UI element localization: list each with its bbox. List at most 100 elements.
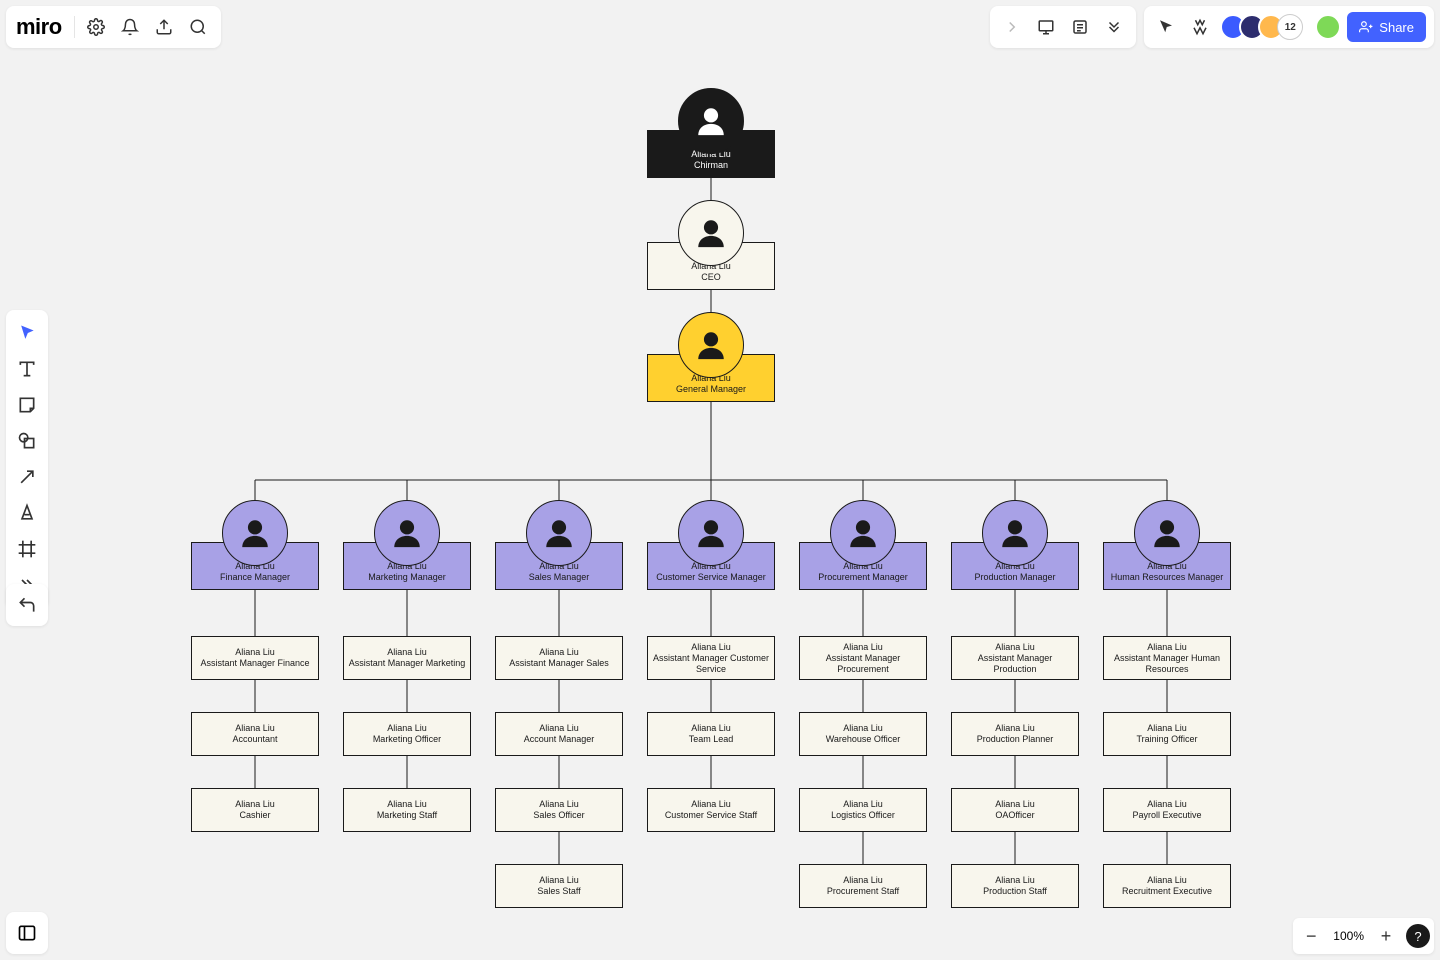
- org-leaf[interactable]: Aliana LiuCustomer Service Staff: [647, 788, 775, 832]
- org-leaf[interactable]: Aliana LiuTraining Officer: [1103, 712, 1231, 756]
- leaf-title: Sales Staff: [533, 886, 584, 897]
- node-title: Production Manager: [974, 572, 1055, 583]
- org-node[interactable]: Aliana LiuCEO: [647, 200, 775, 290]
- org-leaf[interactable]: Aliana LiuOAOfficer: [951, 788, 1079, 832]
- org-leaf[interactable]: Aliana LiuPayroll Executive: [1103, 788, 1231, 832]
- org-leaf[interactable]: Aliana LiuMarketing Staff: [343, 788, 471, 832]
- org-leaf[interactable]: Aliana LiuProduction Planner: [951, 712, 1079, 756]
- org-leaf[interactable]: Aliana LiuSales Staff: [495, 864, 623, 908]
- org-leaf[interactable]: Aliana LiuAssistant Manager Marketing: [343, 636, 471, 680]
- node-title: Sales Manager: [529, 572, 590, 583]
- org-node[interactable]: Aliana LiuSales Manager: [495, 500, 623, 590]
- leaf-name: Aliana Liu: [387, 647, 427, 658]
- node-title: Finance Manager: [220, 572, 290, 583]
- org-leaf[interactable]: Aliana LiuAssistant Manager Sales: [495, 636, 623, 680]
- person-icon: [678, 500, 744, 566]
- leaf-title: Marketing Officer: [369, 734, 445, 745]
- leaf-title: Assistant Manager Production: [952, 653, 1078, 675]
- node-title: Customer Service Manager: [656, 572, 766, 583]
- org-node[interactable]: Aliana LiuChirman: [647, 88, 775, 178]
- leaf-name: Aliana Liu: [387, 799, 427, 810]
- person-icon: [830, 500, 896, 566]
- person-icon: [678, 200, 744, 266]
- person-icon: [678, 312, 744, 378]
- leaf-title: Assistant Manager Customer Service: [648, 653, 774, 675]
- leaf-name: Aliana Liu: [691, 799, 731, 810]
- leaf-name: Aliana Liu: [843, 875, 883, 886]
- leaf-name: Aliana Liu: [1147, 723, 1187, 734]
- leaf-title: Production Staff: [979, 886, 1051, 897]
- leaf-title: Team Lead: [685, 734, 738, 745]
- org-leaf[interactable]: Aliana LiuAssistant Manager Finance: [191, 636, 319, 680]
- org-leaf[interactable]: Aliana LiuSales Officer: [495, 788, 623, 832]
- person-icon: [222, 500, 288, 566]
- org-node[interactable]: Aliana LiuHuman Resources Manager: [1103, 500, 1231, 590]
- canvas[interactable]: Aliana LiuChirmanAliana LiuCEOAliana Liu…: [0, 0, 1440, 960]
- person-icon: [1134, 500, 1200, 566]
- org-node[interactable]: Aliana LiuProcurement Manager: [799, 500, 927, 590]
- node-title: Chirman: [694, 160, 728, 171]
- node-title: Procurement Manager: [818, 572, 908, 583]
- leaf-title: OAOfficer: [991, 810, 1038, 821]
- org-leaf[interactable]: Aliana LiuAssistant Manager Human Resour…: [1103, 636, 1231, 680]
- leaf-title: Procurement Staff: [823, 886, 903, 897]
- leaf-name: Aliana Liu: [995, 723, 1035, 734]
- org-leaf[interactable]: Aliana LiuProcurement Staff: [799, 864, 927, 908]
- org-leaf[interactable]: Aliana LiuRecruitment Executive: [1103, 864, 1231, 908]
- leaf-title: Payroll Executive: [1128, 810, 1205, 821]
- org-node[interactable]: Aliana LiuCustomer Service Manager: [647, 500, 775, 590]
- org-leaf[interactable]: Aliana LiuAccount Manager: [495, 712, 623, 756]
- node-title: General Manager: [676, 384, 746, 395]
- leaf-name: Aliana Liu: [539, 723, 579, 734]
- leaf-name: Aliana Liu: [843, 642, 883, 653]
- leaf-title: Assistant Manager Human Resources: [1104, 653, 1230, 675]
- leaf-title: Warehouse Officer: [822, 734, 905, 745]
- org-leaf[interactable]: Aliana LiuCashier: [191, 788, 319, 832]
- leaf-name: Aliana Liu: [387, 723, 427, 734]
- leaf-name: Aliana Liu: [539, 647, 579, 658]
- person-icon: [982, 500, 1048, 566]
- org-leaf[interactable]: Aliana LiuAssistant Manager Customer Ser…: [647, 636, 775, 680]
- leaf-title: Accountant: [228, 734, 281, 745]
- leaf-name: Aliana Liu: [235, 647, 275, 658]
- leaf-title: Assistant Manager Marketing: [345, 658, 470, 669]
- leaf-name: Aliana Liu: [691, 723, 731, 734]
- leaf-name: Aliana Liu: [1147, 875, 1187, 886]
- leaf-name: Aliana Liu: [995, 875, 1035, 886]
- org-leaf[interactable]: Aliana LiuLogistics Officer: [799, 788, 927, 832]
- leaf-title: Cashier: [235, 810, 274, 821]
- org-leaf[interactable]: Aliana LiuAssistant Manager Procurement: [799, 636, 927, 680]
- leaf-title: Customer Service Staff: [661, 810, 761, 821]
- leaf-name: Aliana Liu: [539, 875, 579, 886]
- leaf-title: Sales Officer: [529, 810, 588, 821]
- leaf-title: Assistant Manager Procurement: [800, 653, 926, 675]
- leaf-name: Aliana Liu: [235, 723, 275, 734]
- leaf-name: Aliana Liu: [235, 799, 275, 810]
- leaf-title: Production Planner: [973, 734, 1058, 745]
- leaf-title: Assistant Manager Finance: [196, 658, 313, 669]
- leaf-title: Account Manager: [520, 734, 599, 745]
- org-leaf[interactable]: Aliana LiuWarehouse Officer: [799, 712, 927, 756]
- org-node[interactable]: Aliana LiuGeneral Manager: [647, 312, 775, 402]
- org-leaf[interactable]: Aliana LiuAssistant Manager Production: [951, 636, 1079, 680]
- leaf-title: Marketing Staff: [373, 810, 441, 821]
- person-icon: [374, 500, 440, 566]
- leaf-title: Logistics Officer: [827, 810, 899, 821]
- leaf-title: Training Officer: [1132, 734, 1201, 745]
- org-leaf[interactable]: Aliana LiuTeam Lead: [647, 712, 775, 756]
- org-leaf[interactable]: Aliana LiuAccountant: [191, 712, 319, 756]
- leaf-title: Recruitment Executive: [1118, 886, 1216, 897]
- node-title: Marketing Manager: [368, 572, 446, 583]
- leaf-name: Aliana Liu: [1147, 642, 1187, 653]
- org-leaf[interactable]: Aliana LiuProduction Staff: [951, 864, 1079, 908]
- leaf-name: Aliana Liu: [539, 799, 579, 810]
- org-node[interactable]: Aliana LiuFinance Manager: [191, 500, 319, 590]
- node-title: Human Resources Manager: [1111, 572, 1224, 583]
- leaf-name: Aliana Liu: [843, 799, 883, 810]
- org-leaf[interactable]: Aliana LiuMarketing Officer: [343, 712, 471, 756]
- leaf-title: Assistant Manager Sales: [505, 658, 613, 669]
- org-node[interactable]: Aliana LiuProduction Manager: [951, 500, 1079, 590]
- org-node[interactable]: Aliana LiuMarketing Manager: [343, 500, 471, 590]
- node-title: CEO: [701, 272, 721, 283]
- leaf-name: Aliana Liu: [843, 723, 883, 734]
